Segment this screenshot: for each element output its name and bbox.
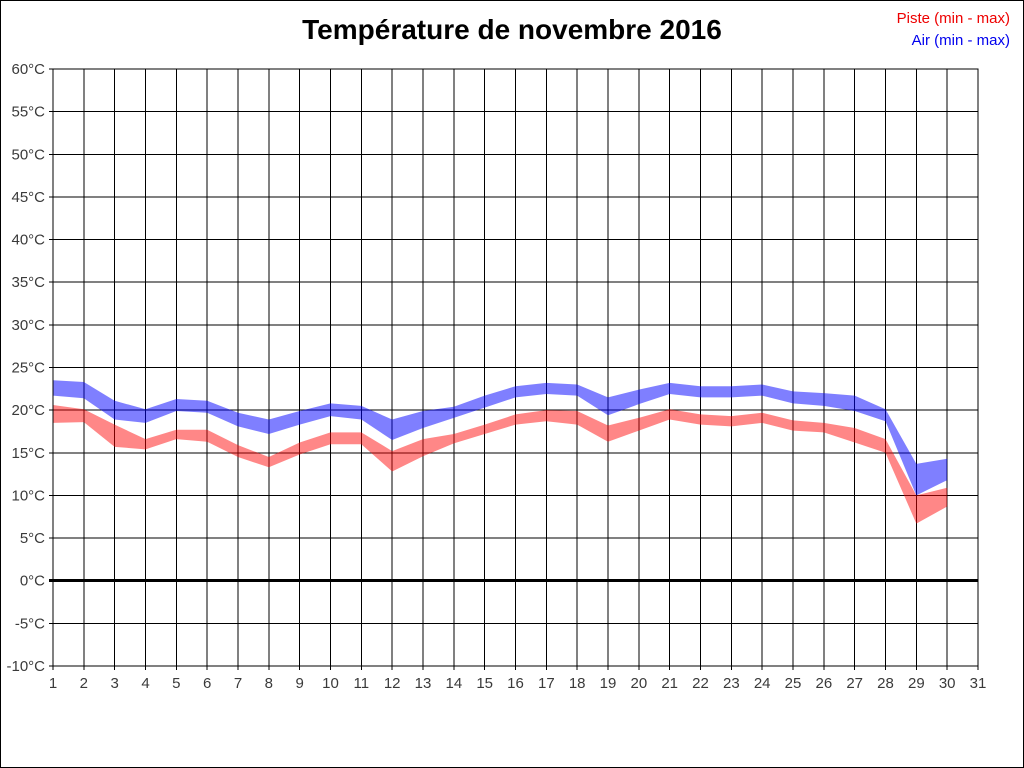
y-tick-label: -5°C bbox=[15, 615, 45, 632]
x-tick-label: 6 bbox=[203, 675, 211, 692]
x-tick-label: 20 bbox=[630, 675, 647, 692]
x-tick-label: 22 bbox=[692, 675, 709, 692]
chart-title: Température de novembre 2016 bbox=[302, 14, 722, 45]
x-tick-label: 1 bbox=[49, 675, 57, 692]
x-tick-label: 3 bbox=[110, 675, 118, 692]
x-tick-label: 4 bbox=[141, 675, 149, 692]
x-tick-label: 17 bbox=[538, 675, 555, 692]
x-tick-label: 14 bbox=[445, 675, 462, 692]
y-tick-label: 0°C bbox=[20, 573, 45, 590]
axis-ticks bbox=[49, 68, 979, 670]
grid bbox=[52, 68, 979, 667]
x-tick-label: 25 bbox=[785, 675, 802, 692]
y-tick-label: 35°C bbox=[11, 274, 45, 291]
x-tick-label: 13 bbox=[415, 675, 432, 692]
y-tick-label: 30°C bbox=[11, 317, 45, 334]
piste-band bbox=[53, 405, 948, 524]
x-tick-label: 28 bbox=[877, 675, 894, 692]
chart-legend: Piste (min - max) Air (min - max) bbox=[897, 8, 1010, 52]
legend-item-air: Air (min - max) bbox=[911, 32, 1010, 49]
x-tick-label: 29 bbox=[908, 675, 925, 692]
x-tick-label: 5 bbox=[172, 675, 180, 692]
x-tick-label: 30 bbox=[939, 675, 956, 692]
y-tick-label: 10°C bbox=[11, 487, 45, 504]
x-tick-label: 2 bbox=[80, 675, 88, 692]
y-tick-label: 5°C bbox=[20, 530, 45, 547]
x-tick-label: 31 bbox=[970, 675, 987, 692]
x-tick-label: 8 bbox=[265, 675, 273, 692]
y-tick-label: 25°C bbox=[11, 360, 45, 377]
x-tick-label: 18 bbox=[569, 675, 586, 692]
y-tick-label: 60°C bbox=[11, 61, 45, 78]
x-tick-label: 10 bbox=[322, 675, 339, 692]
legend-item-piste: Piste (min - max) bbox=[896, 10, 1010, 27]
y-tick-label: 50°C bbox=[11, 146, 45, 163]
y-tick-label: 20°C bbox=[11, 402, 45, 419]
x-tick-label: 12 bbox=[384, 675, 401, 692]
y-tick-label: 15°C bbox=[11, 445, 45, 462]
x-axis-labels: 1 2 3 4 5 6 7 8 9 10 11 12 13 14 15 16 17 18 19 20 21 22 23 24 2… bbox=[49, 675, 987, 692]
x-tick-label: 23 bbox=[723, 675, 740, 692]
x-tick-label: 19 bbox=[600, 675, 617, 692]
x-tick-label: 11 bbox=[354, 675, 370, 692]
y-tick-label: 45°C bbox=[11, 189, 45, 206]
x-tick-label: 26 bbox=[815, 675, 832, 692]
y-tick-label: 40°C bbox=[11, 232, 45, 249]
y-axis-labels: -10°C -5°C 0°C 5°C 10°C 15°C 20°C 25°C 30°C 35°C 4… bbox=[6, 61, 45, 675]
x-tick-label: 15 bbox=[476, 675, 493, 692]
y-tick-label: 55°C bbox=[11, 104, 45, 121]
y-tick-label: -10°C bbox=[6, 658, 45, 675]
x-tick-label: 9 bbox=[295, 675, 303, 692]
x-tick-label: 7 bbox=[234, 675, 242, 692]
x-tick-label: 27 bbox=[846, 675, 863, 692]
x-tick-label: 16 bbox=[507, 675, 524, 692]
x-tick-label: 24 bbox=[754, 675, 771, 692]
x-tick-label: 21 bbox=[661, 675, 678, 692]
